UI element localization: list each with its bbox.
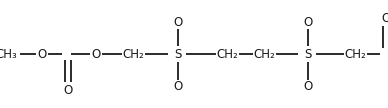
Text: O: O <box>173 16 183 29</box>
Text: CH₂: CH₂ <box>253 48 275 60</box>
Text: CH₃: CH₃ <box>0 48 17 60</box>
Text: O: O <box>92 48 100 60</box>
Text: O: O <box>63 83 73 97</box>
Text: CH₂: CH₂ <box>216 48 238 60</box>
Text: CH₂: CH₂ <box>344 48 366 60</box>
Text: O: O <box>303 80 313 94</box>
Text: CH₂: CH₂ <box>122 48 144 60</box>
Text: O: O <box>173 80 183 94</box>
Text: S: S <box>304 48 312 60</box>
Text: O: O <box>37 48 47 60</box>
Text: O: O <box>303 16 313 29</box>
Text: S: S <box>174 48 182 60</box>
Text: O: O <box>381 13 388 25</box>
